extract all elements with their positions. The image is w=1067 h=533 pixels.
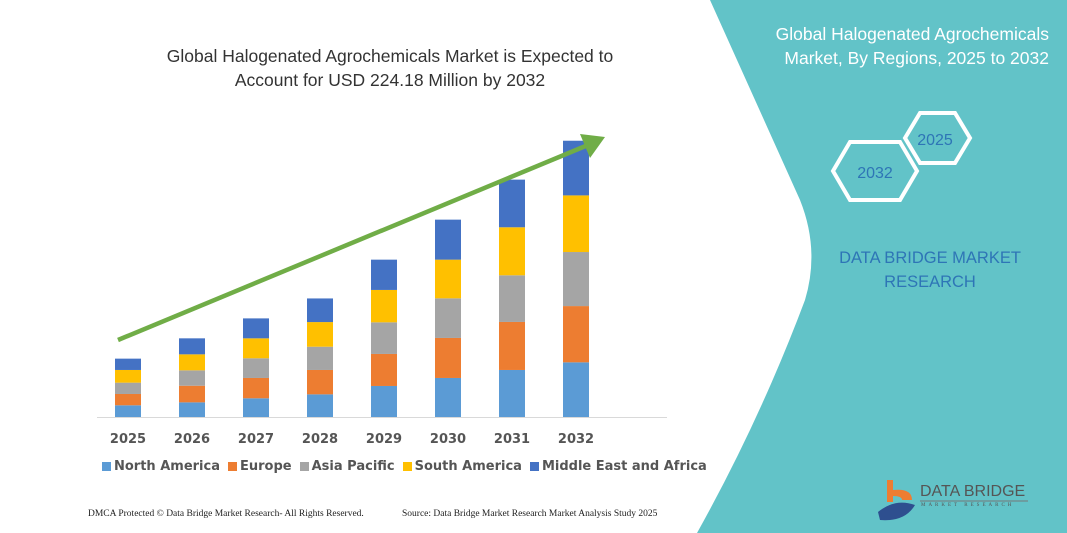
logo-icon — [878, 480, 915, 521]
legend-swatch — [402, 462, 412, 471]
footer-copyright: DMCA Protected © Data Bridge Market Rese… — [88, 509, 364, 519]
legend-item: Middle East and Africa — [529, 459, 707, 474]
footer-source: Source: Data Bridge Market Research Mark… — [402, 509, 658, 519]
legend-label: Asia Pacific — [311, 459, 395, 474]
x-tick-label: 2031 — [494, 432, 530, 447]
legend-swatch — [529, 462, 539, 471]
bar-segment-2027-1 — [243, 377, 269, 399]
bar-segment-2031-2 — [499, 275, 525, 322]
legend-item: Europe — [228, 459, 292, 474]
bar-segment-2029-0 — [371, 385, 397, 417]
x-tick-label: 2032 — [558, 432, 594, 447]
x-tick-label: 2027 — [238, 432, 274, 447]
x-tick-label: 2030 — [430, 432, 466, 447]
bar-segment-2032-2 — [563, 252, 589, 307]
bar-segment-2028-0 — [307, 394, 333, 417]
legend-label: Europe — [240, 459, 292, 474]
legend-item: Asia Pacific — [299, 459, 395, 474]
legend-label: North America — [114, 459, 220, 474]
bar-segment-2025-4 — [115, 358, 141, 370]
trend-arrow-head — [580, 134, 605, 158]
bar-segment-2031-4 — [499, 179, 525, 228]
bar-segment-2027-4 — [243, 318, 269, 339]
x-tick-label: 2026 — [174, 432, 210, 447]
legend-label: Middle East and Africa — [541, 459, 707, 474]
plot-area: 2025 2026 2027 2028 2029 2030 2031 2032 — [97, 134, 667, 447]
bar-segment-2028-2 — [307, 346, 333, 370]
side-panel-background — [697, 0, 1067, 533]
hexagon-2032-label: 2032 — [857, 165, 893, 182]
bar-segment-2029-1 — [371, 353, 397, 386]
legend-item: South America — [402, 459, 522, 474]
bar-segment-2030-1 — [435, 337, 461, 378]
bar-segment-2027-2 — [243, 358, 269, 378]
bar-segment-2026-3 — [179, 354, 205, 371]
bar-segment-2031-0 — [499, 369, 525, 417]
chart-legend: North America Europe Asia Pacific South Ame… — [102, 459, 707, 474]
bar-segment-2030-4 — [435, 219, 461, 260]
bar-segment-2027-3 — [243, 338, 269, 359]
legend-swatch — [102, 462, 111, 471]
title-line-1: Global Halogenated Agrochemicals Market … — [166, 46, 614, 66]
hexagon-2032 — [830, 140, 920, 202]
bar-segment-2031-1 — [499, 321, 525, 370]
bar-segment-2029-3 — [371, 289, 397, 323]
bar-segment-2025-1 — [115, 393, 141, 406]
bar-segment-2032-3 — [563, 195, 589, 253]
title-line-2: Account for USD 224.18 Million by 2032 — [234, 70, 546, 90]
bar-segment-2027-0 — [243, 398, 269, 417]
legend-label: South America — [414, 459, 522, 474]
bar-segment-2032-0 — [563, 362, 589, 417]
trend-arrow-line — [117, 142, 589, 343]
brand-line-1: DATA BRIDGE MARKET — [839, 249, 1021, 267]
logo-text: DATA BRIDGE — [920, 483, 1026, 500]
bar-segment-2025-2 — [115, 382, 141, 394]
bar-segment-2025-0 — [115, 405, 141, 417]
legend-item: North America — [102, 459, 220, 474]
bar-segment-2031-3 — [499, 227, 525, 276]
bar-segment-2026-2 — [179, 370, 205, 386]
bar-segment-2029-4 — [371, 259, 397, 290]
x-tick-label: 2028 — [302, 432, 338, 447]
hexagon-2025 — [902, 111, 973, 165]
bar-segment-2029-2 — [371, 322, 397, 354]
bar-segment-2026-1 — [179, 385, 205, 403]
chart-title: Global Halogenated Agrochemicals Market … — [130, 44, 650, 92]
bar-segment-2028-1 — [307, 369, 333, 395]
bar-segment-2028-3 — [307, 322, 333, 347]
side-panel-title: Global Halogenated Agrochemicals Market,… — [719, 22, 1049, 70]
logo-subtext: MARKET RESEARCH — [921, 503, 1015, 508]
brand-text: DATA BRIDGE MARKET RESEARCH — [830, 246, 1030, 294]
bar-segment-2030-0 — [435, 377, 461, 417]
bar-segment-2026-0 — [179, 402, 205, 417]
bar-segment-2026-4 — [179, 338, 205, 355]
bar-segment-2025-3 — [115, 369, 141, 383]
x-tick-label: 2029 — [366, 432, 402, 447]
bar-segment-2030-3 — [435, 259, 461, 299]
side-title-line-2: Market, By Regions, 2025 to 2032 — [784, 48, 1049, 68]
hexagon-2025-label: 2025 — [917, 132, 953, 149]
bar-segment-2030-2 — [435, 298, 461, 338]
x-tick-label: 2025 — [110, 432, 146, 447]
legend-swatch — [299, 462, 309, 471]
legend-swatch — [228, 462, 237, 471]
brand-line-2: RESEARCH — [884, 273, 976, 291]
bar-segment-2028-4 — [307, 298, 333, 323]
side-title-line-1: Global Halogenated Agrochemicals — [775, 24, 1049, 44]
bar-segment-2032-1 — [563, 306, 589, 363]
